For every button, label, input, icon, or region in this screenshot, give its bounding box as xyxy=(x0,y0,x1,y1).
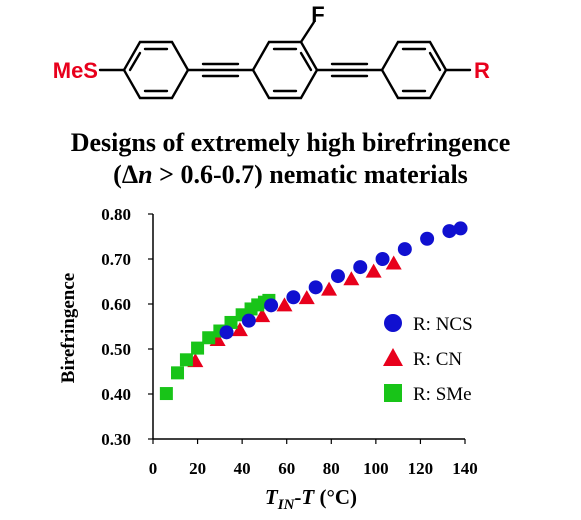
left-alkyne xyxy=(186,62,255,78)
data-point-triangle xyxy=(254,308,271,323)
legend-marker-circle xyxy=(384,314,402,332)
mes-label: MeS xyxy=(53,58,98,83)
data-point-circle xyxy=(453,221,468,236)
legend-entry: R: SMe xyxy=(384,384,472,405)
x-tick-label: 20 xyxy=(189,459,206,478)
y-axis-label: Birefringence xyxy=(58,273,79,383)
data-point-circle xyxy=(308,280,323,295)
x-tick-label: 40 xyxy=(234,459,251,478)
data-point-circle xyxy=(375,252,390,266)
y-tick-label: 0.80 xyxy=(101,205,131,224)
data-point-square xyxy=(179,353,193,367)
data-point-square xyxy=(159,387,173,401)
headline-line-2: (Δn > 0.6-0.7) nematic materials xyxy=(0,160,581,190)
y-tick-labels: 0.30 0.40 0.50 0.60 0.70 0.80 xyxy=(101,205,131,449)
data-point-circle xyxy=(219,325,234,340)
data-point-triangle xyxy=(365,263,382,278)
x-tick-label: 140 xyxy=(452,459,478,478)
x-axis-label-unit: (°C) xyxy=(314,485,357,509)
data-point-triangle xyxy=(276,297,293,312)
headline-open-paren: ( xyxy=(113,160,122,189)
x-tick-label: 80 xyxy=(323,459,340,478)
data-point-circle xyxy=(397,242,412,257)
legend-entry: R: CN xyxy=(383,348,462,370)
data-point-triangle xyxy=(231,322,248,337)
right-alkyne xyxy=(315,62,384,78)
fluoro-bond xyxy=(299,20,316,44)
x-axis-label: TIN-T (°C) xyxy=(265,485,357,513)
y-tick-label: 0.60 xyxy=(101,295,131,314)
x-axis-label-T: T xyxy=(265,485,279,509)
legend-label: R: NCS xyxy=(413,314,473,335)
data-point-circle xyxy=(353,260,368,275)
series-triangle xyxy=(187,255,402,368)
scatter-chart: 0 20 40 60 80 100 120 140 0.300.400.500.600.700… xyxy=(58,205,478,513)
r-label: R xyxy=(474,58,490,83)
data-point-triangle xyxy=(298,290,315,305)
data-point-triangle xyxy=(385,255,402,270)
legend-marker-square xyxy=(384,384,402,402)
data-point-circle xyxy=(264,298,279,313)
x-tick-label: 120 xyxy=(408,459,434,478)
legend-entry: R: NCS xyxy=(384,314,473,335)
headline-line-1: Designs of extremely high birefringence xyxy=(70,128,511,157)
series-square xyxy=(159,293,276,401)
data-point-circle xyxy=(330,269,345,284)
data-point-triangle xyxy=(321,281,338,296)
legend-label: R: CN xyxy=(413,349,462,370)
x-tick-label: 100 xyxy=(363,459,389,478)
data-point-circle xyxy=(286,290,301,305)
headline-line-2-rest: > 0.6-0.7) nematic materials xyxy=(152,160,468,189)
legend: R: NCS R: CN R: SMe xyxy=(383,314,473,405)
right-benzene-ring xyxy=(380,40,448,100)
data-point-square xyxy=(191,341,205,355)
fluoro-label: F xyxy=(311,2,324,27)
chemical-structure xyxy=(98,20,472,100)
data-point-triangle xyxy=(343,271,360,286)
y-tick-label: 0.70 xyxy=(101,250,131,269)
data-point-square xyxy=(171,366,185,380)
legend-label: R: SMe xyxy=(413,384,472,405)
axes xyxy=(148,213,466,444)
data-point-circle xyxy=(442,224,457,239)
legend-marker-triangle xyxy=(383,348,403,366)
y-tick-label: 0.30 xyxy=(101,430,131,449)
data-marks xyxy=(159,221,468,401)
series-circle xyxy=(219,221,468,340)
left-benzene-ring xyxy=(122,40,190,100)
middle-benzene-ring xyxy=(251,40,319,100)
data-point-circle xyxy=(241,313,256,328)
x-tick-label: 60 xyxy=(278,459,295,478)
headline-n: n xyxy=(138,160,153,189)
data-point-square xyxy=(202,331,216,345)
headline-delta: Δ xyxy=(121,160,139,189)
y-tick-label: 0.40 xyxy=(101,385,131,404)
x-tick-label: 0 xyxy=(149,459,158,478)
x-tick-labels: 0 20 40 60 80 100 120 140 xyxy=(149,459,478,478)
x-axis-label-T2: T xyxy=(301,485,315,509)
y-tick-label: 0.50 xyxy=(101,340,131,359)
data-point-circle xyxy=(420,231,435,246)
x-axis-label-dash: - xyxy=(294,485,301,509)
x-axis-label-subscript: IN xyxy=(277,497,296,513)
